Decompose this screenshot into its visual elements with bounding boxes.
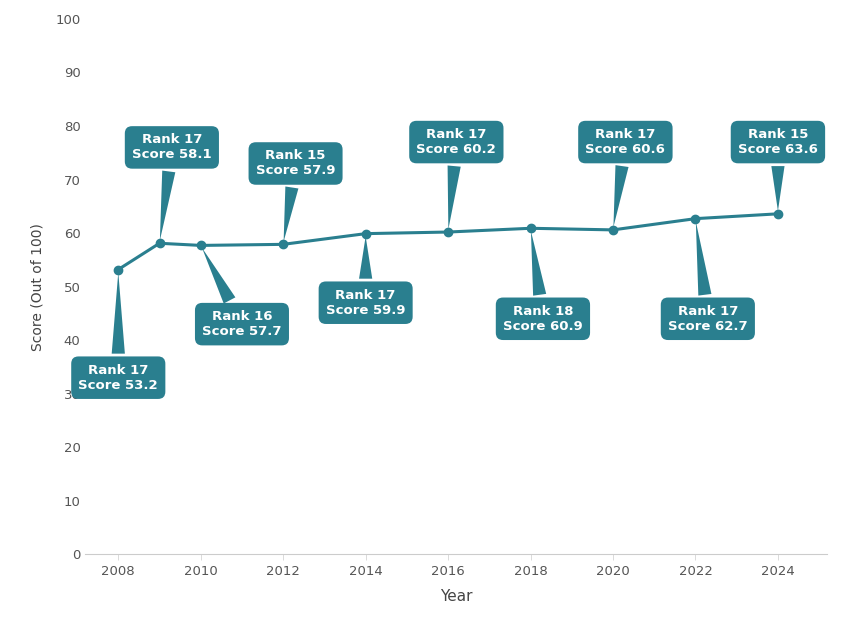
Text: Rank 18
Score 60.9: Rank 18 Score 60.9	[503, 231, 582, 333]
X-axis label: Year: Year	[440, 589, 472, 604]
Text: Rank 17
Score 53.2: Rank 17 Score 53.2	[78, 272, 158, 392]
Text: Rank 17
Score 59.9: Rank 17 Score 59.9	[325, 236, 405, 317]
Y-axis label: Score (Out of 100): Score (Out of 100)	[30, 223, 44, 350]
Text: Rank 17
Score 58.1: Rank 17 Score 58.1	[132, 134, 211, 241]
Text: Rank 17
Score 60.6: Rank 17 Score 60.6	[584, 128, 665, 227]
Text: Rank 17
Score 60.2: Rank 17 Score 60.2	[416, 128, 496, 229]
Text: Rank 17
Score 62.7: Rank 17 Score 62.7	[667, 221, 747, 333]
Text: Rank 16
Score 57.7: Rank 16 Score 57.7	[202, 248, 281, 338]
Text: Rank 15
Score 63.6: Rank 15 Score 63.6	[737, 128, 817, 211]
Text: Rank 15
Score 57.9: Rank 15 Score 57.9	[256, 149, 335, 241]
